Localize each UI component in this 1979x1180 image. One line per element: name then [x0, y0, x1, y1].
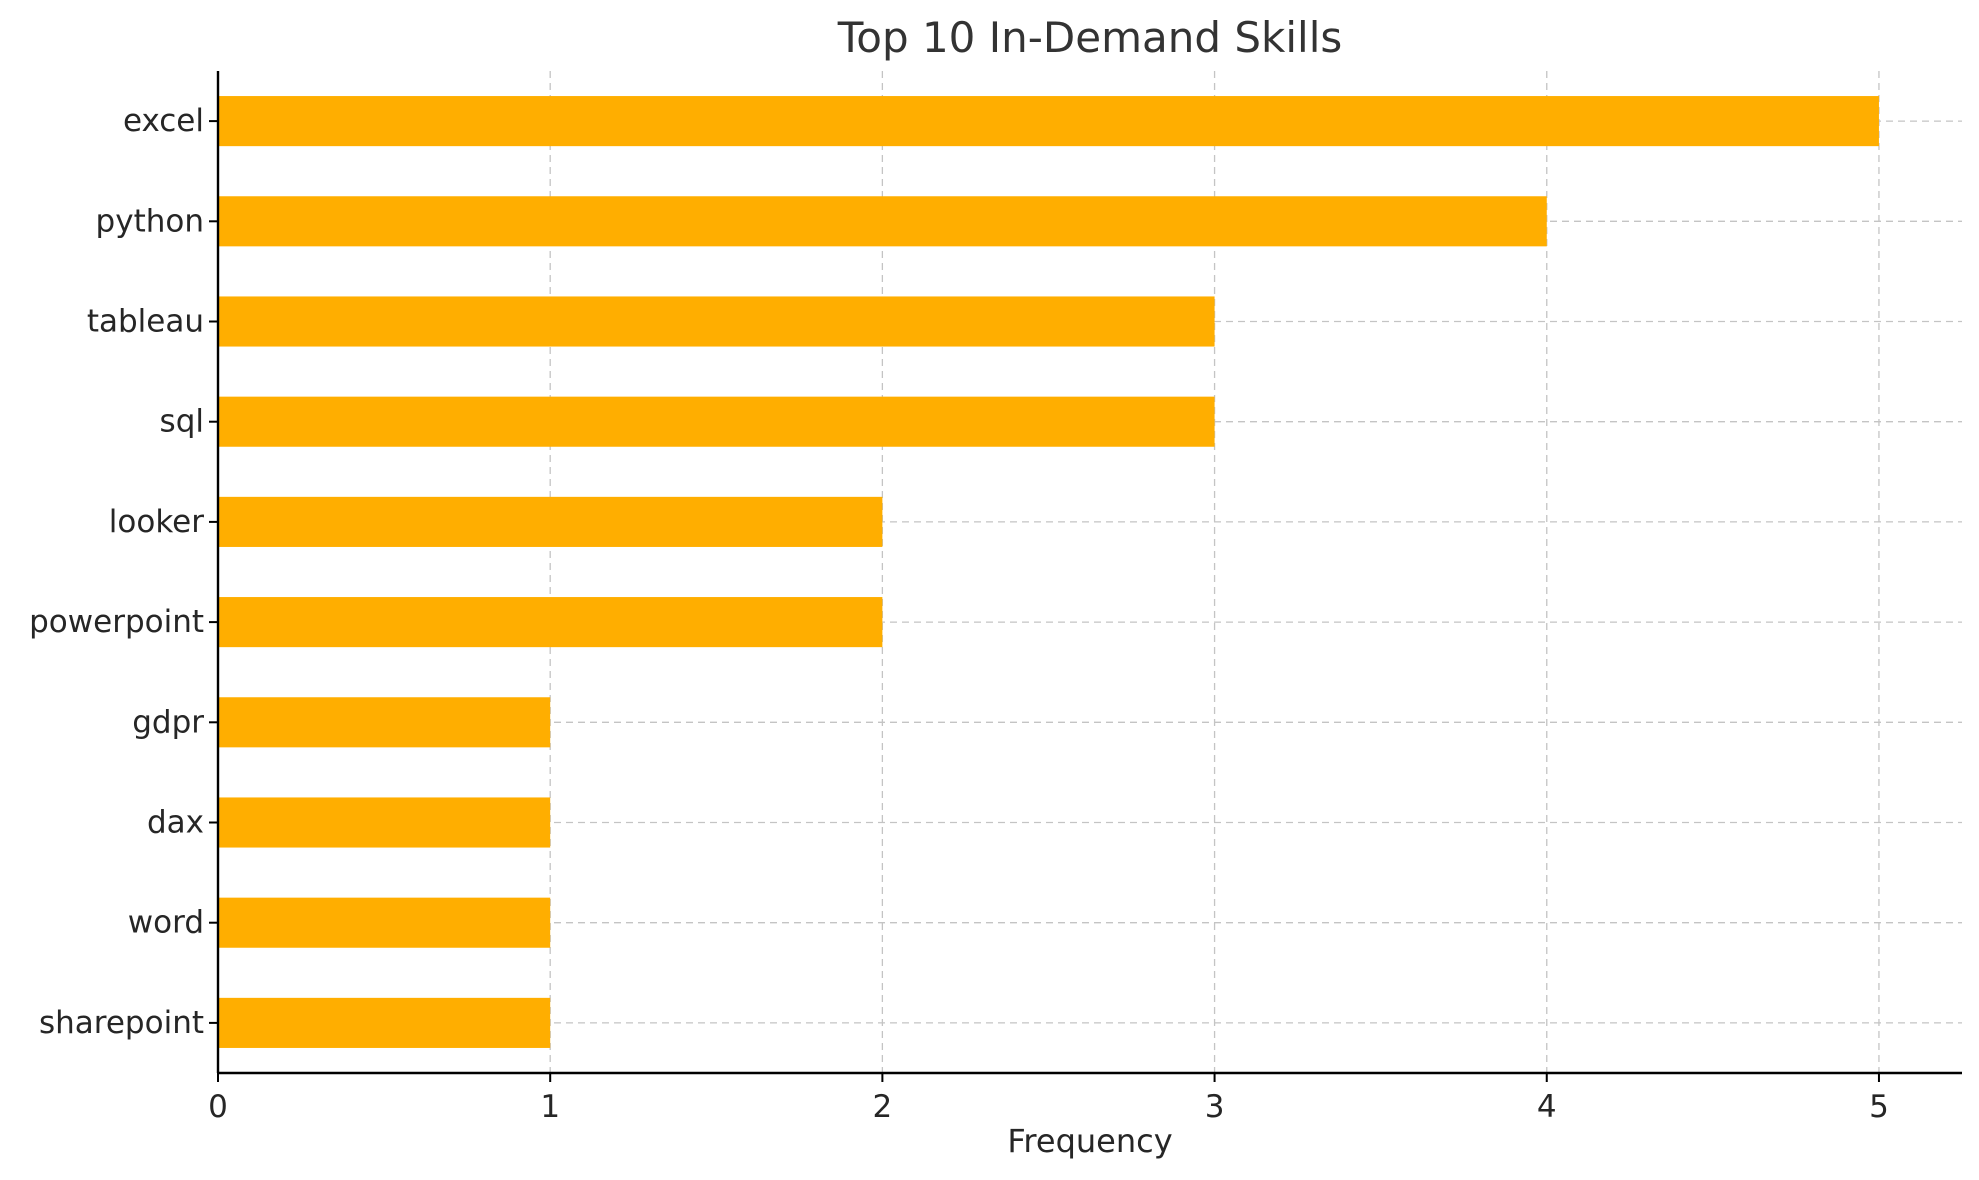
y-tick-label: gdpr: [132, 704, 204, 740]
x-tick-label: 3: [1205, 1089, 1225, 1125]
y-tick-label: excel: [123, 103, 204, 139]
bar-sharepoint: [218, 997, 551, 1048]
bar-python: [218, 196, 1547, 247]
bar-sql: [218, 396, 1215, 447]
bar-powerpoint: [218, 597, 883, 648]
x-axis-ticks: 0 1 2 3 4 5: [208, 1073, 1889, 1125]
bar-word: [218, 897, 551, 948]
axes: [216, 71, 1962, 1075]
y-tick-label: powerpoint: [29, 604, 204, 640]
y-axis-ticks: excel python tableau sql looker powerpoint gdp…: [29, 103, 218, 1041]
y-tick-label: python: [96, 203, 204, 239]
x-tick-label: 0: [208, 1089, 228, 1125]
x-axis-label: Frequency: [1007, 1122, 1172, 1160]
bar-dax: [218, 797, 551, 848]
y-tick-label: sharepoint: [39, 1005, 204, 1041]
y-tick-label: looker: [109, 504, 204, 540]
y-tick-label: word: [128, 905, 204, 941]
y-tick-label: sql: [160, 404, 204, 440]
chart-title: Top 10 In-Demand Skills: [837, 13, 1343, 62]
x-tick-label: 2: [873, 1089, 893, 1125]
x-tick-label: 4: [1537, 1089, 1557, 1125]
bar-excel: [218, 96, 1879, 147]
bars: [218, 96, 1879, 1048]
bar-gdpr: [218, 697, 551, 748]
bar-tableau: [218, 296, 1215, 347]
y-tick-label: tableau: [87, 304, 204, 340]
x-tick-label: 5: [1869, 1089, 1889, 1125]
y-tick-label: dax: [147, 805, 204, 841]
bar-looker: [218, 496, 883, 547]
x-tick-label: 1: [540, 1089, 560, 1125]
